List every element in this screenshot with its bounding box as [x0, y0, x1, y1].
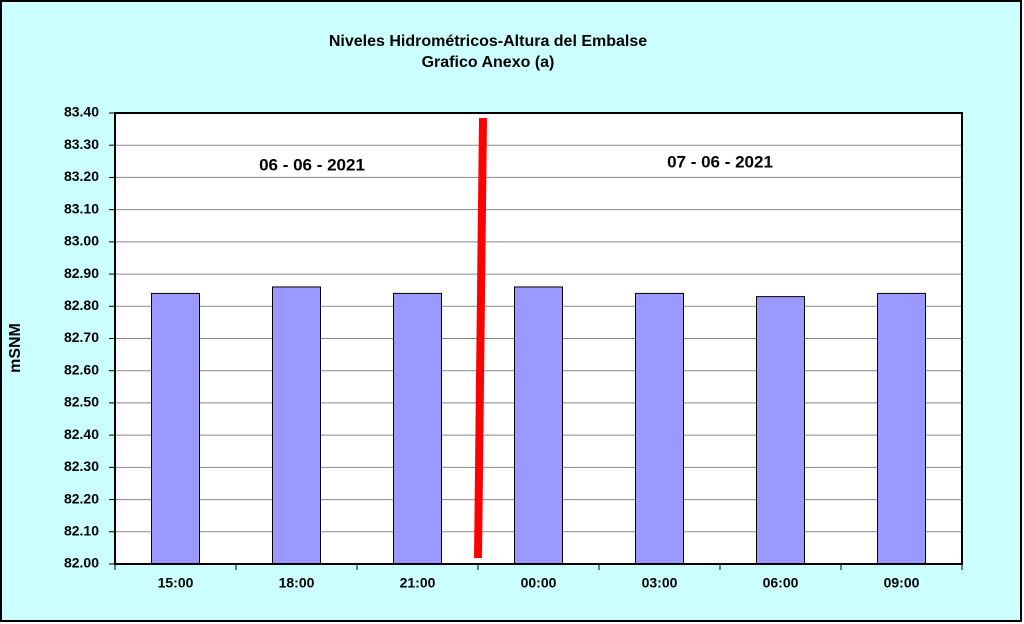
x-tick-label: 00:00	[521, 575, 557, 591]
annotation: 07 - 06 - 2021	[667, 152, 773, 171]
x-tick-label: 15:00	[158, 575, 194, 591]
y-tick-label: 82.90	[64, 265, 99, 281]
y-tick-label: 83.10	[64, 200, 99, 216]
date-separator	[474, 117, 487, 559]
x-tick-label: 03:00	[642, 575, 678, 591]
y-tick-label: 82.80	[64, 297, 99, 313]
y-tick-label: 82.20	[64, 490, 99, 506]
x-tick-label: 18:00	[279, 575, 315, 591]
bar	[151, 292, 200, 565]
bar	[635, 292, 684, 565]
chart-subtitle: Grafico Anexo (a)	[422, 54, 555, 71]
bar	[393, 292, 442, 565]
x-tick-label: 06:00	[763, 575, 799, 591]
x-tick-label: 21:00	[400, 575, 436, 591]
y-tick-label: 82.40	[64, 426, 99, 442]
bar	[756, 296, 805, 565]
annotation: 06 - 06 - 2021	[259, 155, 365, 174]
x-tick-label: 09:00	[884, 575, 920, 591]
y-tick-label: 82.10	[64, 522, 99, 538]
y-tick-label: 83.00	[64, 233, 99, 249]
marks: 82.00 82.10 82.20 82.30 82.40 82.50 82.60 82.70…	[64, 104, 963, 591]
y-tick-label: 83.30	[64, 136, 99, 152]
bar	[272, 286, 321, 565]
chart-title: Niveles Hidrométricos-Altura del Embalse	[329, 33, 647, 50]
y-tick-label: 82.00	[64, 555, 99, 571]
y-tick-label: 82.50	[64, 394, 99, 410]
bar	[514, 286, 563, 565]
y-tick-label: 83.20	[64, 168, 99, 184]
y-tick-label: 82.30	[64, 458, 99, 474]
y-tick-label: 83.40	[64, 104, 99, 120]
plot-border	[114, 112, 963, 565]
y-tick-label: 82.60	[64, 361, 99, 377]
y-axis-label: mSNM	[7, 323, 24, 373]
y-tick-label: 82.70	[64, 329, 99, 345]
bar	[877, 292, 926, 565]
